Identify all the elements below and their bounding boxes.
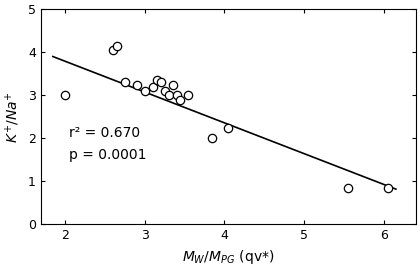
Point — [385, 186, 391, 190]
Point — [141, 89, 148, 93]
Point — [161, 89, 168, 93]
Point — [185, 93, 192, 97]
Point — [169, 82, 176, 87]
Point — [177, 97, 184, 102]
Point — [113, 43, 120, 48]
Point — [61, 93, 68, 97]
Point — [225, 125, 232, 130]
Point — [157, 80, 164, 85]
Point — [165, 93, 172, 97]
Point — [345, 186, 352, 190]
Point — [209, 136, 216, 140]
Point — [153, 78, 160, 82]
Text: p = 0.0001: p = 0.0001 — [69, 148, 146, 162]
X-axis label: $M_{W}/M_{PG}$ (qv*): $M_{W}/M_{PG}$ (qv*) — [182, 248, 275, 266]
Point — [109, 48, 116, 52]
Point — [149, 85, 156, 89]
Point — [121, 80, 128, 85]
Y-axis label: $K^{+}/Na^{+}$: $K^{+}/Na^{+}$ — [4, 91, 22, 143]
Point — [133, 82, 140, 87]
Point — [173, 93, 180, 97]
Text: r² = 0.670: r² = 0.670 — [69, 126, 140, 140]
